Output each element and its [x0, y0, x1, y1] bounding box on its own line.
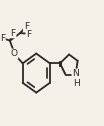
Text: H: H	[73, 79, 79, 88]
Text: F: F	[26, 30, 31, 39]
FancyBboxPatch shape	[59, 61, 61, 66]
Text: O: O	[11, 49, 18, 58]
Text: N: N	[72, 69, 79, 78]
Text: F: F	[0, 34, 5, 43]
Text: F: F	[24, 22, 29, 31]
Text: F: F	[11, 29, 16, 38]
